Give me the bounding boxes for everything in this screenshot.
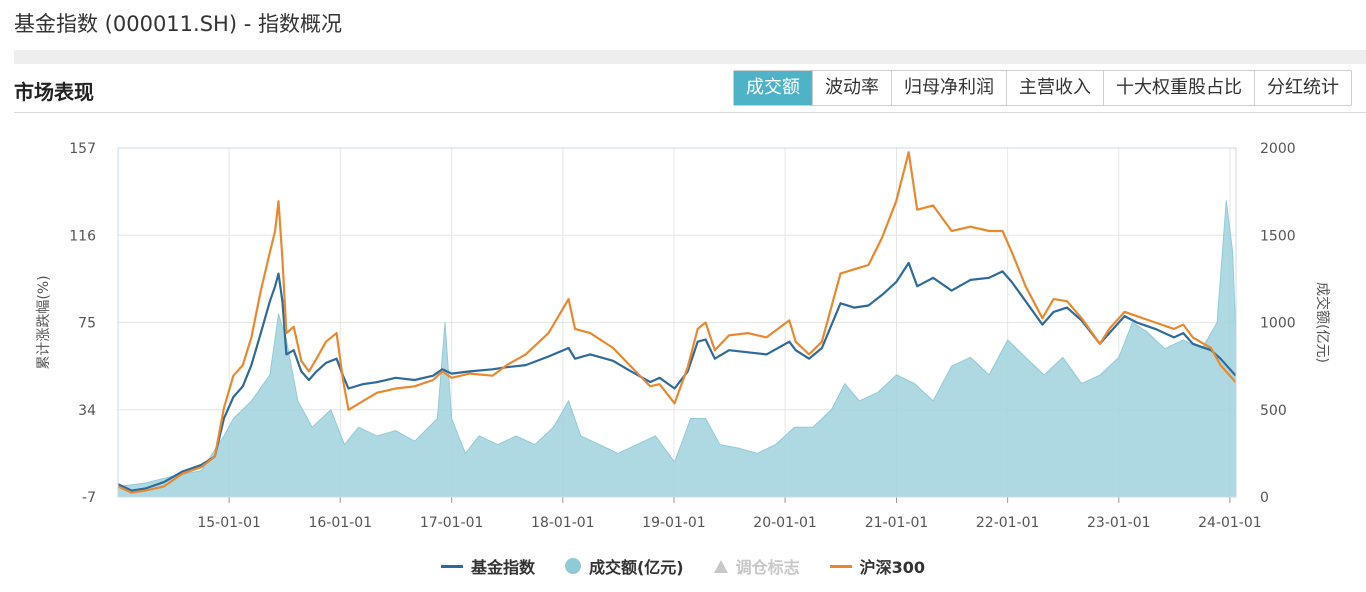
series-index-line bbox=[117, 261, 1237, 492]
x-tick-label: 18-01-01 bbox=[531, 515, 595, 531]
y-tick-label: 157 bbox=[69, 141, 96, 157]
x-tick-label: 22-01-01 bbox=[976, 515, 1040, 531]
y-tick-label: 75 bbox=[78, 316, 96, 332]
y-tick-label: 34 bbox=[78, 403, 96, 419]
legend-line-swatch-index bbox=[440, 564, 463, 568]
legend-label-index: 基金指数 bbox=[470, 558, 535, 577]
chart-legend: 基金指数 成交额(亿元) 调仓标志 沪深300 bbox=[0, 554, 1366, 578]
tab-volatility[interactable]: 波动率 bbox=[812, 71, 891, 105]
x-tick-label: 15-01-01 bbox=[197, 515, 261, 531]
series-volume-area bbox=[117, 200, 1237, 498]
legend-item-index[interactable]: 基金指数 bbox=[440, 554, 535, 578]
tab-turnover[interactable]: 成交额 bbox=[734, 71, 812, 105]
legend-line-swatch-hs300 bbox=[829, 564, 852, 568]
tab-dividends[interactable]: 分红统计 bbox=[1254, 71, 1351, 105]
tab-net-profit[interactable]: 归母净利润 bbox=[891, 71, 1006, 105]
tab-top10-weights[interactable]: 十大权重股占比 bbox=[1103, 71, 1254, 105]
page-title: 基金指数 (000011.SH) - 指数概况 bbox=[14, 12, 342, 36]
x-tick-label: 24-01-01 bbox=[1198, 515, 1262, 531]
legend-label-rebalance: 调仓标志 bbox=[735, 558, 800, 577]
triangle-icon bbox=[713, 559, 728, 573]
metric-tabs: 成交额 波动率 归母净利润 主营收入 十大权重股占比 分红统计 bbox=[733, 70, 1352, 106]
x-tick-label: 16-01-01 bbox=[308, 515, 372, 531]
plot-frame bbox=[117, 147, 1237, 498]
legend-label-volume: 成交额(亿元) bbox=[588, 558, 684, 577]
market-chart: 157 2000 116 1500 75 1000 34 500 -7 0 15-01-01 16-0… bbox=[36, 141, 1331, 531]
y2-tick-label: 500 bbox=[1260, 403, 1287, 419]
x-tick-label: 23-01-01 bbox=[1087, 515, 1151, 531]
x-tick-label: 17-01-01 bbox=[420, 515, 484, 531]
series-hs300-line bbox=[117, 151, 1237, 494]
y-tick-label: -7 bbox=[82, 490, 96, 506]
legend-item-hs300[interactable]: 沪深300 bbox=[829, 554, 926, 578]
section-title: 市场表现 bbox=[14, 80, 94, 104]
y2-axis-title: 成交额(亿元) bbox=[1314, 282, 1331, 363]
y2-tick-label: 0 bbox=[1260, 490, 1269, 506]
y2-tick-label: 1500 bbox=[1260, 228, 1296, 244]
separator-bar bbox=[14, 50, 1366, 64]
section-header: 市场表现 成交额 波动率 归母净利润 主营收入 十大权重股占比 分红统计 bbox=[14, 64, 1366, 113]
x-tick-label: 20-01-01 bbox=[753, 515, 817, 531]
legend-item-volume[interactable]: 成交额(亿元) bbox=[564, 554, 684, 578]
y2-tick-label: 2000 bbox=[1260, 141, 1296, 157]
y-axis-title: 累计涨跌幅(%) bbox=[36, 275, 52, 369]
y2-tick-label: 1000 bbox=[1260, 316, 1296, 332]
legend-item-rebalance[interactable]: 调仓标志 bbox=[713, 554, 800, 578]
y-tick-label: 116 bbox=[69, 228, 96, 244]
tab-revenue[interactable]: 主营收入 bbox=[1006, 71, 1103, 105]
legend-circle-swatch-volume bbox=[564, 558, 581, 574]
legend-label-hs300: 沪深300 bbox=[859, 558, 926, 577]
x-tick-label: 21-01-01 bbox=[865, 515, 929, 531]
x-tick-label: 19-01-01 bbox=[642, 515, 706, 531]
